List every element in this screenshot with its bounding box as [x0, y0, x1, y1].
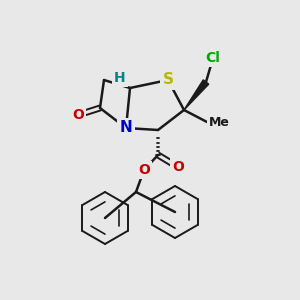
Text: O: O	[138, 163, 150, 177]
Text: O: O	[72, 108, 84, 122]
Text: Cl: Cl	[206, 51, 220, 65]
Text: Me: Me	[208, 116, 230, 128]
Text: N: N	[120, 121, 132, 136]
Text: S: S	[163, 73, 173, 88]
Text: O: O	[172, 160, 184, 174]
Text: H: H	[114, 71, 126, 85]
Polygon shape	[184, 80, 209, 110]
